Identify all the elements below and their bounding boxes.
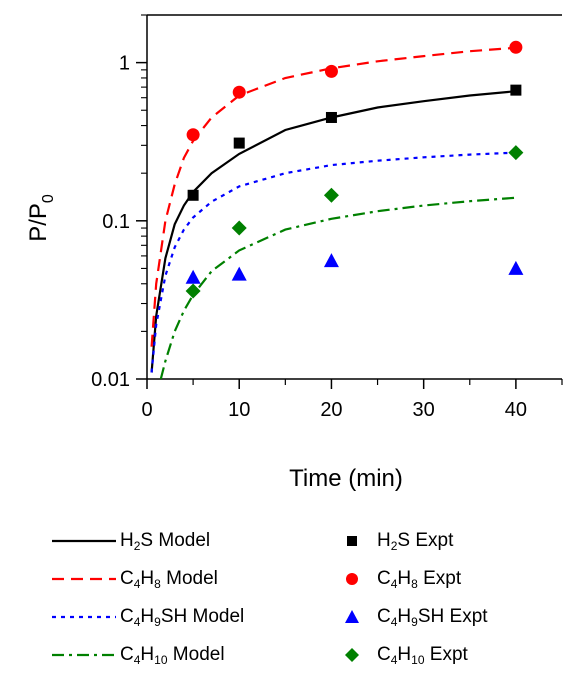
x-axis-title: Time (min) [289,465,403,492]
data-point-5-1 [232,85,246,99]
legend-marker [345,648,359,662]
legend-item: H2S Expt [335,522,453,560]
legend-item: H2S Model [50,522,210,560]
y-tick-label: 0.01 [91,369,130,391]
legend-swatch [52,539,116,543]
data-point-7-1 [231,220,247,236]
axes: 0 10 20 30 40 0.01 0.1 1 [91,14,563,421]
data-point-6-0 [185,269,201,284]
legend-item: C4H9SH Model [50,598,244,636]
model-line-0 [150,90,517,373]
plot-area [150,40,524,379]
legend-swatch [345,610,359,623]
legend-swatch [52,615,116,619]
legend-label: C4H10 Expt [377,643,468,667]
y-axis-title: P/P0 [25,194,57,242]
legend-label: C4H8 Model [120,567,218,591]
legend-row: C4H9SH Model C4H9SH Expt [50,598,565,636]
model-line-1 [150,46,516,347]
data-point-4-1 [233,137,245,149]
legend-swatch [345,648,359,662]
data-point-7-0 [185,283,201,299]
model-line-3 [159,196,516,379]
legend-label: C4H8 Expt [377,567,462,591]
x-tick-label: 10 [228,399,250,421]
legend-marker [345,610,359,623]
data-point-4-0 [187,189,199,201]
data-point-5-3 [509,40,523,54]
x-tick-label: 0 [141,399,152,421]
y-tick-label: 0.1 [102,211,130,233]
legend-item: C4H8 Model [50,560,218,598]
data-point-4-2 [325,111,337,123]
legend-swatch [347,536,357,546]
data-point-5-2 [324,64,338,78]
data-point-6-2 [323,253,339,268]
model-curves [150,46,517,379]
legend-item: C4H8 Expt [335,560,461,598]
legend-row: C4H10 Model C4H10 Expt [50,636,565,674]
data-point-6-3 [508,260,524,275]
legend-marker [347,536,357,546]
experimental-points [185,40,524,299]
legend-label: C4H9SH Model [120,605,245,629]
legend-label: C4H9SH Expt [377,605,488,629]
y-tick-label: 1 [119,53,130,75]
legend-swatch [52,577,116,581]
y-axis-title-main: P/P [25,203,52,242]
x-tick-label: 20 [320,399,342,421]
x-tick-label: 40 [505,399,527,421]
legend-row: H2S Model H2S Expt [50,522,565,560]
y-axis-title-sub: 0 [40,194,57,203]
legend-item: C4H10 Model [50,636,225,674]
axis-labels: Time (min) P/P0 [25,194,403,492]
data-point-4-3 [510,84,522,96]
legend-item: C4H10 Expt [335,636,468,674]
legend-label: H2S Expt [377,529,454,553]
data-point-5-0 [186,128,200,142]
legend-label: H2S Model [120,529,211,553]
legend-swatch [346,573,358,585]
model-line-2 [150,151,516,373]
legend-marker [346,573,358,585]
legend-row: C4H8 Model C4H8 Expt [50,560,565,598]
data-point-7-3 [508,145,524,161]
legend-label: C4H10 Model [120,643,225,667]
legend-item: C4H9SH Expt [335,598,488,636]
legend: H2S Model H2S Expt C4H8 Model C4H8 Expt C4H9… [50,522,565,674]
data-point-7-2 [323,187,339,203]
x-tick-label: 30 [413,399,435,421]
data-point-6-1 [231,266,247,281]
legend-swatch [52,653,116,657]
